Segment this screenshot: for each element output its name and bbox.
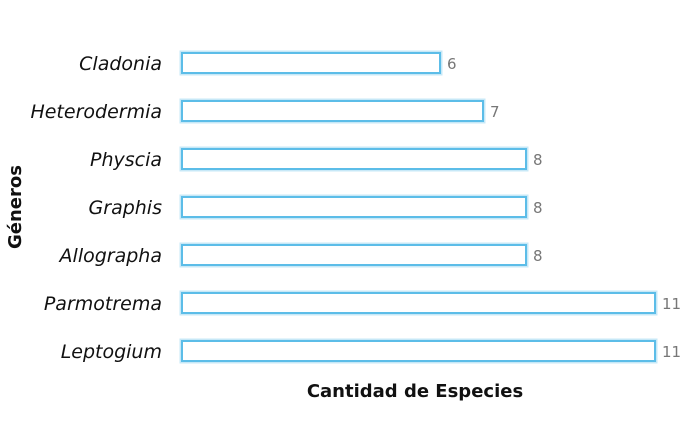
category-label-physcia: Physcia <box>90 149 162 171</box>
category-label-graphis: Graphis <box>89 197 163 219</box>
value-label-leptogium: 11 <box>662 343 681 361</box>
bar-heterodermia <box>181 100 484 122</box>
x-axis-title: Cantidad de Especies <box>307 381 523 402</box>
bar-graphis <box>181 196 527 218</box>
value-label-cladonia: 6 <box>447 55 457 73</box>
category-label-allographa: Allographa <box>58 245 162 267</box>
value-label-heterodermia: 7 <box>490 103 500 121</box>
bar-parmotrema <box>181 292 656 314</box>
category-label-heterodermia: Heterodermia <box>30 101 162 123</box>
bars-layer: Cladonia 6 Heterodermia 7 Physcia 8 Graphis 8 Al… <box>30 50 681 364</box>
category-label-cladonia: Cladonia <box>79 53 162 75</box>
value-label-physcia: 8 <box>533 151 543 169</box>
bar-allographa <box>181 244 527 266</box>
bar-cladonia <box>181 52 441 74</box>
category-label-parmotrema: Parmotrema <box>44 293 162 315</box>
value-label-parmotrema: 11 <box>662 295 681 313</box>
y-axis-title: Géneros <box>5 165 26 249</box>
value-label-graphis: 8 <box>533 199 543 217</box>
category-label-leptogium: Leptogium <box>61 341 162 363</box>
bar-leptogium <box>181 340 656 362</box>
value-label-allographa: 8 <box>533 247 543 265</box>
bar-physcia <box>181 148 527 170</box>
